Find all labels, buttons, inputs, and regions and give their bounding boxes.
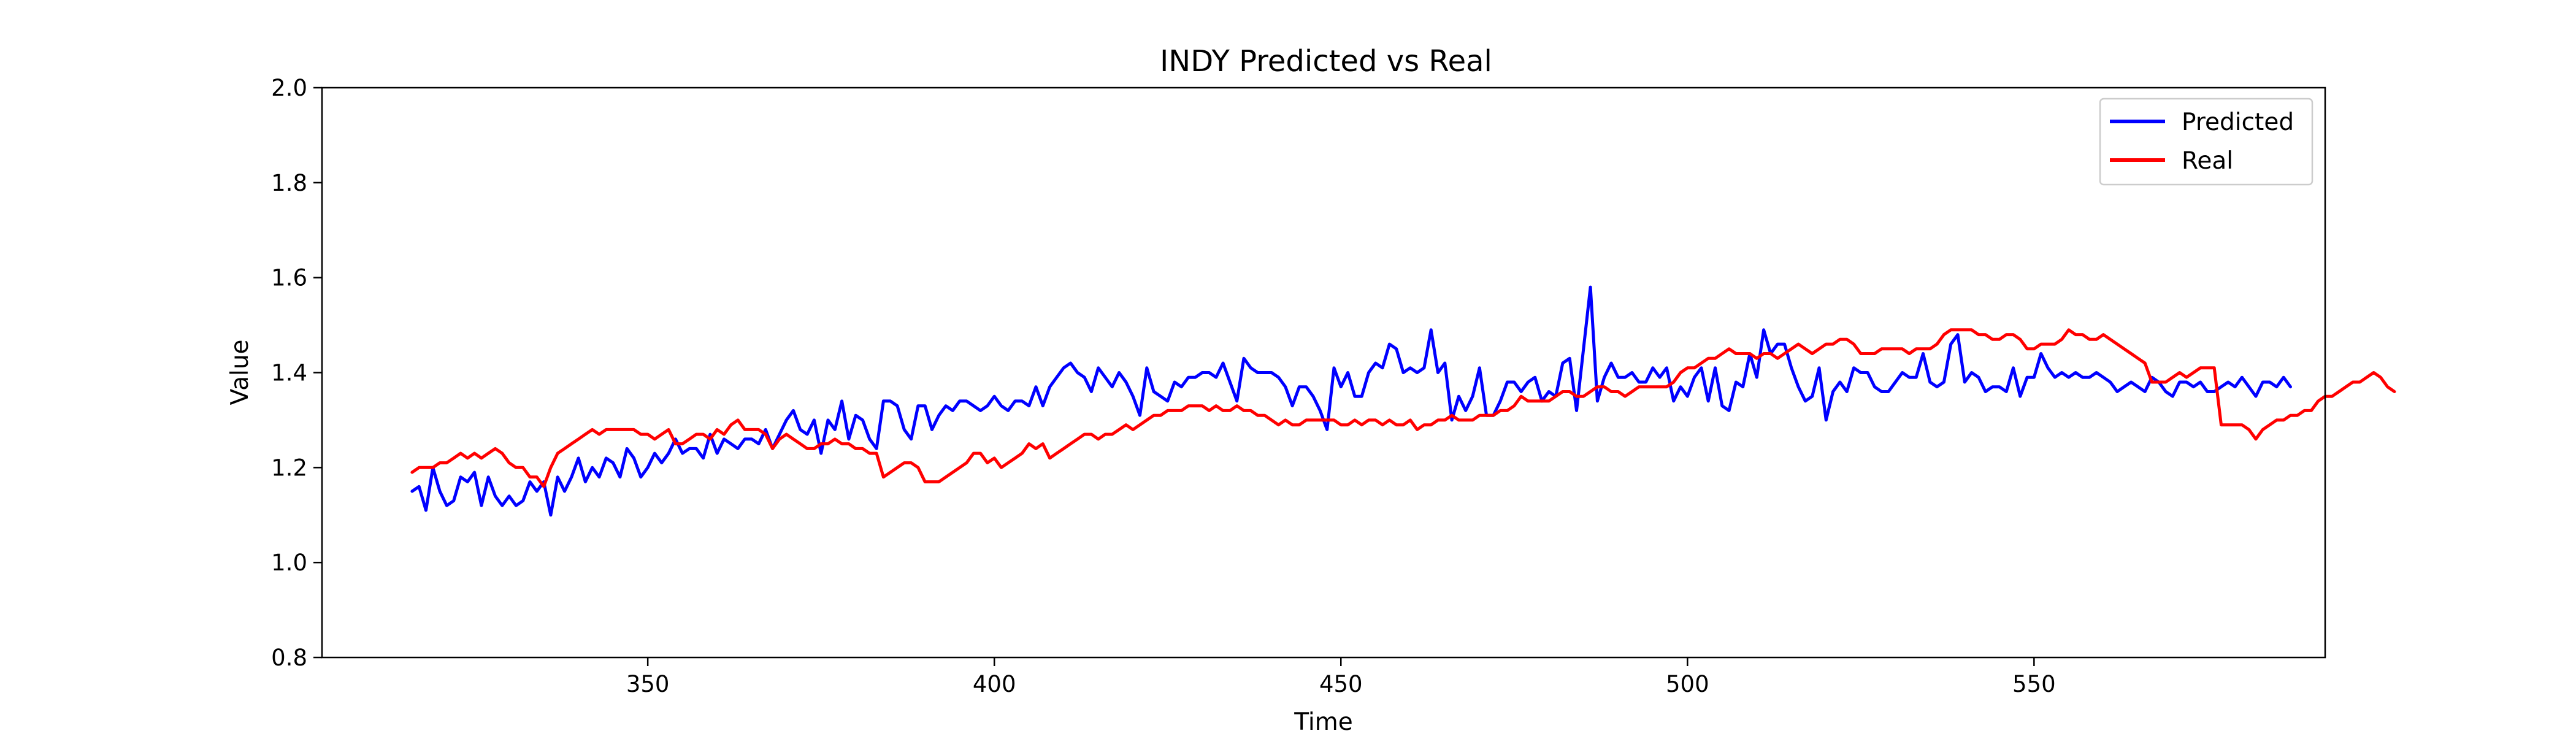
y-tick-label: 1.0 [271, 550, 307, 576]
y-tick-label: 2.0 [271, 75, 307, 101]
x-axis-label: Time [1294, 708, 1352, 736]
x-tick-label: 550 [2012, 671, 2056, 697]
x-tick-label: 500 [1666, 671, 1709, 697]
y-tick-label: 1.2 [271, 454, 307, 481]
x-tick-label: 450 [1319, 671, 1363, 697]
series-line-predicted [410, 285, 2292, 517]
y-tick-label: 1.6 [271, 265, 307, 291]
y-tick-label: 0.8 [271, 645, 307, 671]
ticks-layer: 350 400 450 500 550 0.8 1.0 1.2 1.4 1.6 1.8 2.0 [271, 75, 2056, 697]
y-tick-label: 1.8 [271, 170, 307, 196]
y-tick-label: 1.4 [271, 360, 307, 386]
series-line-real [410, 328, 2396, 488]
x-tick-label: 350 [626, 671, 670, 697]
y-axis-label: Value [226, 339, 254, 405]
legend-label-real: Real [2182, 147, 2233, 175]
chart-title: INDY Predicted vs Real [1160, 44, 1492, 79]
x-tick-label: 400 [973, 671, 1016, 697]
legend: Predicted Real [2099, 98, 2313, 186]
series-layer [410, 285, 2396, 517]
legend-label-predicted: Predicted [2182, 109, 2294, 136]
